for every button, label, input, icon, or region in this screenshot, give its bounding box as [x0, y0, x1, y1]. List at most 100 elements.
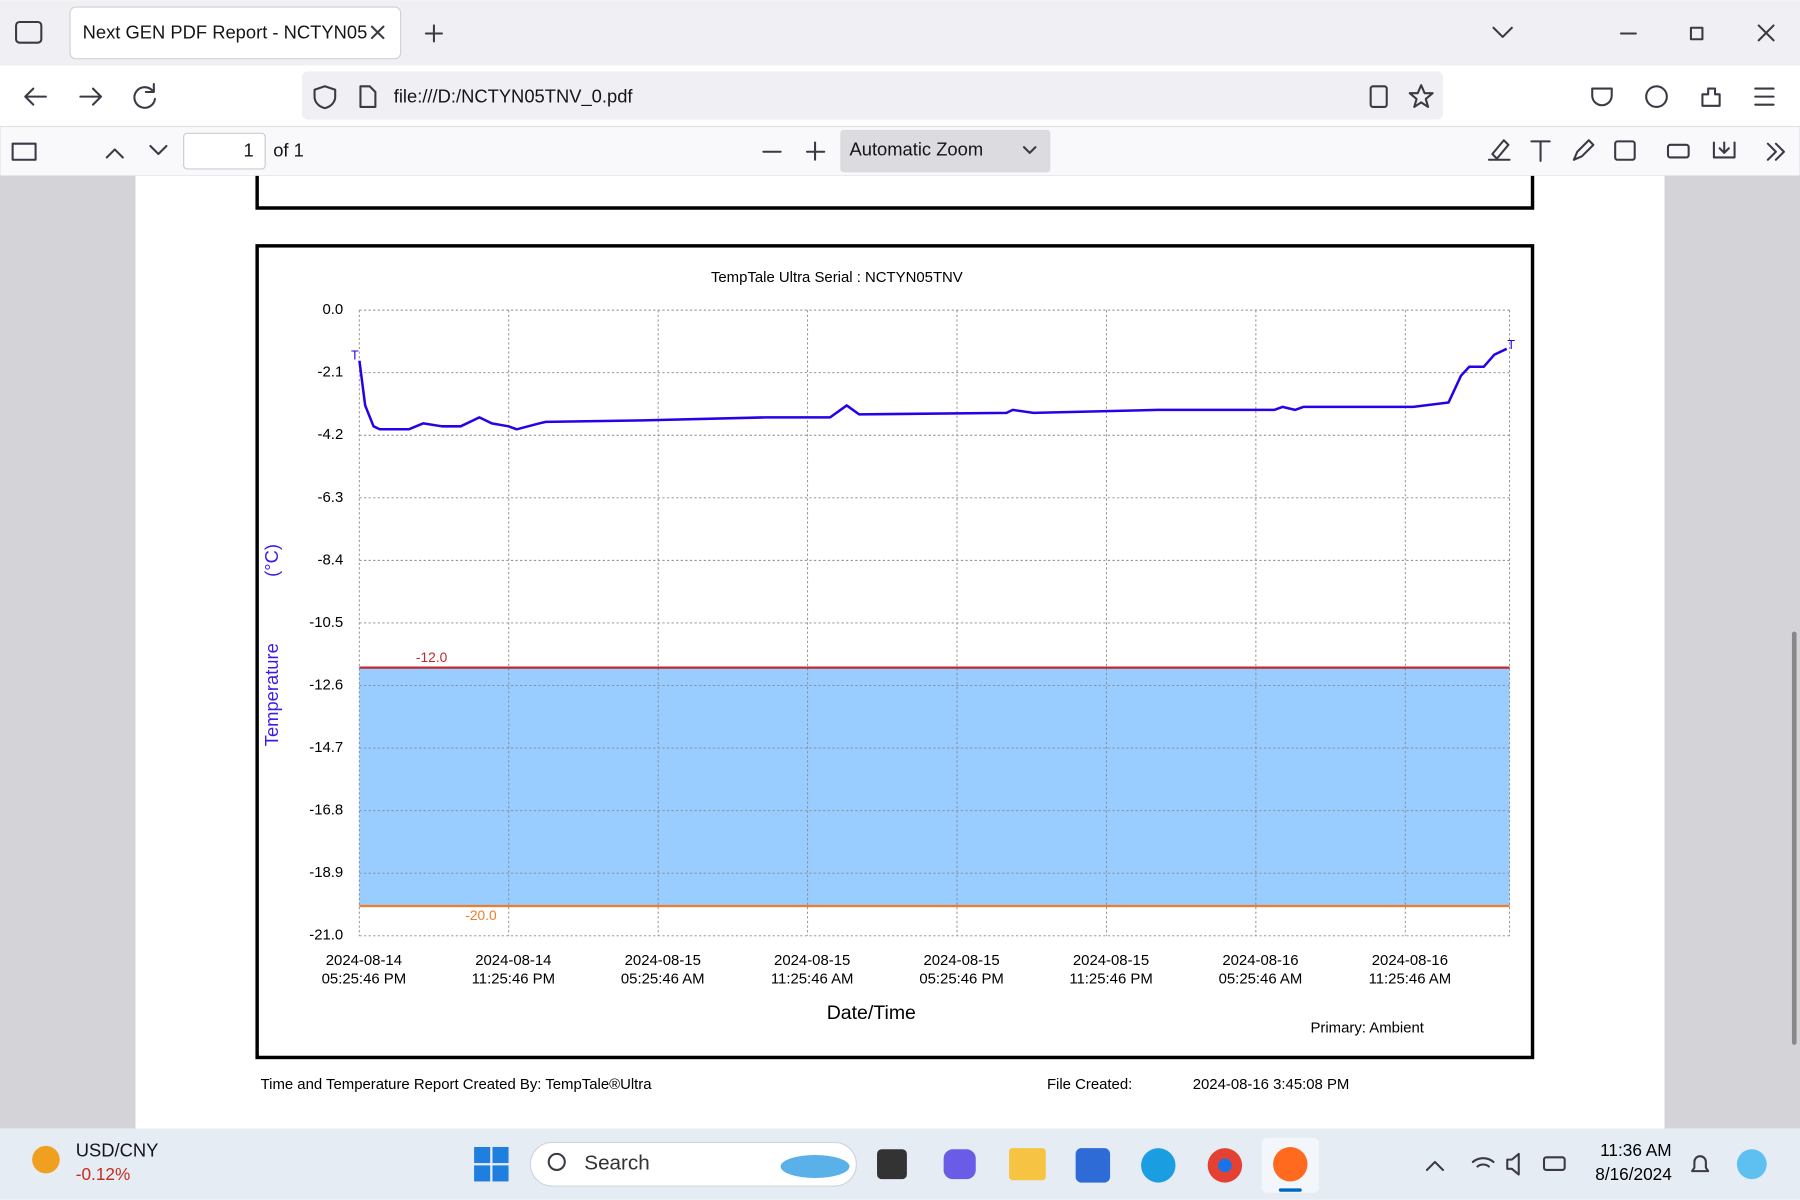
volume[interactable] — [1506, 1152, 1520, 1176]
bookmark[interactable] — [1408, 84, 1434, 108]
firefox — [1273, 1147, 1308, 1182]
series-label: Primary: Ambient — [1310, 1020, 1424, 1037]
restore[interactable] — [1689, 26, 1704, 41]
x-tick-label: 05:25:46 AM — [1219, 970, 1303, 987]
chart-title: TempTale Ultra Serial : NCTYN05TNV — [711, 269, 963, 286]
site-info[interactable] — [313, 85, 337, 110]
zoom-select[interactable] — [840, 129, 1051, 173]
y-tick-label: -8.4 — [318, 551, 344, 568]
x-tick-label: 05:25:46 PM — [322, 970, 407, 987]
sidebar-toggle[interactable] — [11, 142, 37, 161]
edge[interactable] — [1141, 1148, 1176, 1183]
search-icon — [547, 1152, 566, 1171]
save[interactable] — [1712, 141, 1736, 159]
clock-time[interactable]: 11:36 AM — [1600, 1140, 1671, 1160]
zoom-in[interactable] — [805, 141, 826, 161]
tray-overflow[interactable] — [1425, 1160, 1445, 1171]
x-tick-label: 11:25:46 PM — [1069, 970, 1152, 987]
previous-box — [255, 175, 1535, 210]
battery[interactable] — [1542, 1156, 1566, 1171]
x-tick-label: 2024-08-16 — [1222, 952, 1298, 969]
y-tick-label: -10.5 — [309, 614, 343, 631]
more-tools[interactable] — [1766, 142, 1785, 161]
extensions[interactable] — [1701, 87, 1721, 107]
trip-marker: T — [351, 349, 359, 363]
chrome-center — [1217, 1158, 1232, 1173]
file-icon — [359, 85, 377, 108]
x-tick-label: 2024-08-14 — [475, 952, 551, 969]
notifications[interactable] — [1691, 1155, 1710, 1173]
threshold-band — [359, 667, 1510, 906]
text-tool[interactable] — [1530, 140, 1551, 162]
search-box[interactable] — [529, 1141, 857, 1187]
y-axis-unit: (°C) — [261, 544, 282, 577]
tab[interactable] — [69, 6, 402, 60]
url-field[interactable] — [301, 71, 1443, 120]
page-input[interactable] — [183, 132, 266, 170]
tab-list-button[interactable] — [15, 20, 43, 44]
task-view[interactable] — [877, 1149, 907, 1180]
clock-date[interactable]: 8/16/2024 — [1595, 1164, 1672, 1184]
chart: TempTale Ultra Serial : NCTYN05TNV Tempe… — [261, 269, 1515, 1037]
y-tick-label: -14.7 — [309, 739, 343, 756]
threshold-label: -20.0 — [465, 908, 497, 923]
reader-view[interactable] — [1369, 85, 1388, 108]
y-tick-label: -6.3 — [318, 489, 344, 506]
reload[interactable] — [133, 82, 157, 109]
widget-icon[interactable] — [32, 1145, 60, 1174]
x-axis-label: Date/Time — [827, 1002, 916, 1024]
x-tick-label: 2024-08-15 — [774, 952, 850, 969]
series-line — [358, 347, 1508, 431]
x-tick-label: 11:25:46 AM — [771, 970, 854, 987]
menu[interactable] — [1754, 87, 1775, 106]
scrollbar[interactable] — [1791, 631, 1797, 1045]
tab-title: Next GEN PDF Report - NCTYN05TNV — [83, 21, 405, 42]
url: file:///D:/NCTYN05TNV_0.pdf — [394, 86, 634, 108]
y-tick-label: 0.0 — [323, 301, 344, 318]
threshold-label: -12.0 — [416, 650, 448, 665]
tab-close[interactable] — [370, 25, 385, 40]
footer-file-created: 2024-08-16 3:45:08 PM — [1193, 1076, 1350, 1093]
zoom-caret — [1022, 146, 1037, 154]
teams[interactable] — [943, 1149, 976, 1180]
forward[interactable] — [79, 87, 103, 106]
chart-frame — [255, 244, 1535, 1060]
new-tab[interactable] — [424, 24, 443, 43]
wifi[interactable] — [1471, 1157, 1495, 1168]
y-axis-label: Temperature — [261, 643, 282, 746]
file-explorer[interactable] — [1009, 1148, 1046, 1181]
y-tick-label: -12.6 — [309, 676, 343, 693]
next-page[interactable] — [149, 144, 168, 156]
pocket[interactable] — [1591, 87, 1613, 107]
search-highlight — [780, 1155, 850, 1178]
copilot[interactable] — [1736, 1149, 1767, 1180]
ticker-change: -0.12% — [76, 1164, 131, 1184]
page-number: 1 — [243, 140, 253, 161]
image-tool[interactable] — [1614, 140, 1636, 161]
print[interactable] — [1666, 143, 1690, 159]
highlight-tool[interactable] — [1487, 139, 1511, 161]
back[interactable] — [24, 87, 47, 106]
x-tick-label: 2024-08-15 — [625, 952, 701, 969]
account[interactable] — [1645, 85, 1668, 108]
page-count: of 1 — [273, 140, 304, 161]
search-placeholder: Search — [584, 1152, 649, 1175]
x-tick-label: 2024-08-16 — [1372, 952, 1448, 969]
close-window[interactable] — [1757, 24, 1775, 42]
prev-page[interactable] — [105, 148, 124, 159]
x-tick-label: 2024-08-15 — [1073, 952, 1149, 969]
y-tick-label: -16.8 — [309, 802, 343, 819]
x-tick-label: 2024-08-14 — [326, 952, 402, 969]
tab-overflow[interactable] — [1492, 26, 1513, 38]
start-button[interactable] — [474, 1147, 509, 1182]
y-tick-label: -21.0 — [309, 927, 343, 944]
y-tick-label: -2.1 — [318, 364, 344, 381]
draw-tool[interactable] — [1572, 139, 1595, 161]
x-tick-label: 11:25:46 PM — [472, 970, 555, 987]
ticker: USD/CNY — [76, 1139, 159, 1160]
x-tick-label: 2024-08-15 — [923, 952, 999, 969]
y-tick-label: -18.9 — [309, 864, 343, 881]
store[interactable] — [1075, 1148, 1111, 1183]
footer-file-created-label: File Created: — [1047, 1076, 1132, 1093]
